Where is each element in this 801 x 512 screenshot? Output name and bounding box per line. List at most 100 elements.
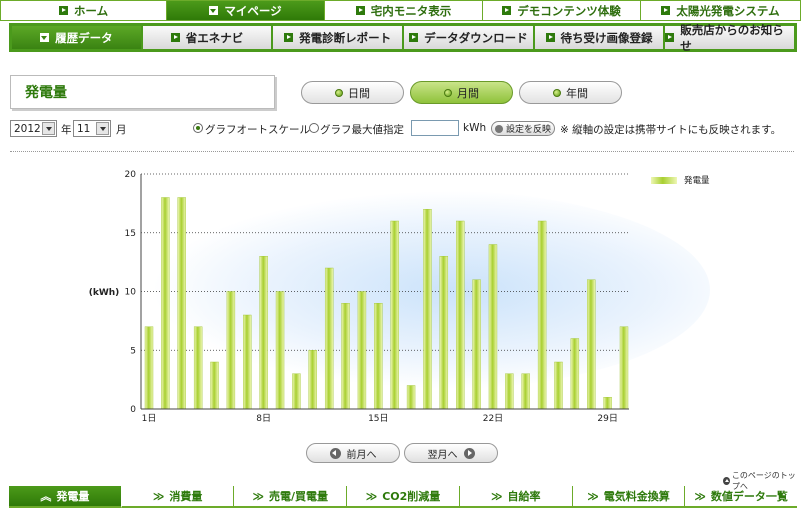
top-nav-mypage[interactable]: マイページ [166,0,324,21]
bar-day-15[interactable] [374,303,383,410]
top-nav-solar-system[interactable]: 太陽光発電システム [640,0,801,21]
bar-day-25[interactable] [537,220,547,410]
double-chevron-icon: ≫ [587,489,599,503]
page-top-label: このページのトップへ [731,471,796,491]
chevron-right-icon [463,447,475,459]
bar-day-4[interactable] [193,326,203,410]
bar-day-16[interactable] [390,220,399,410]
bar-day-18[interactable] [423,209,432,410]
bottom-nav-data-list[interactable]: ≫ 数値データ一覧 [685,486,798,508]
bar-day-3[interactable] [177,197,186,410]
bar-day-5[interactable] [210,361,219,410]
bar-day-24[interactable] [521,373,530,410]
period-label: 月間 [457,86,479,100]
bar-day-12[interactable] [324,267,334,410]
apply-settings-button[interactable]: 設定を反映 [491,121,555,136]
top-nav-label: マイページ [224,3,282,18]
bar-day-29[interactable] [603,397,612,410]
period-yearly-button[interactable]: 年間 [519,81,622,104]
top-nav-label: ホーム [73,3,109,18]
bottom-nav-sell-buy[interactable]: ≫ 売電/買電量 [234,486,348,508]
bottom-nav-electricity-fee[interactable]: ≫ 電気料金換算 [572,486,686,508]
year-select[interactable]: 2012 [10,120,57,137]
bottom-nav-label: 電気料金換算 [603,490,670,503]
max-value-input[interactable] [411,120,459,136]
prev-month-button[interactable]: 前月へ [306,443,400,463]
bottom-nav-generation[interactable]: ︽ 発電量 [9,486,122,508]
bar-day-8[interactable] [259,256,268,410]
max-value-radio[interactable] [309,123,319,133]
double-chevron-icon: ≫ [694,489,706,503]
sub-nav-energy-navi[interactable]: 省エネナビ [142,26,272,49]
radio-dot-icon [335,88,343,97]
double-chevron-icon: ≫ [490,489,503,503]
period-label: 年間 [566,86,588,100]
sub-nav-label: 販売店からのお知らせ [680,22,784,53]
bar-day-20[interactable] [456,220,465,410]
bar-day-14[interactable] [357,291,367,410]
double-chevron-icon: ≫ [365,489,378,503]
sub-nav-label: 省エネナビ [185,30,244,45]
bar-day-21[interactable] [472,279,481,410]
play-icon [284,33,294,42]
auto-scale-label: グラフオートスケール [205,124,310,136]
y-tick-labels: 0 5 10 15 20 [125,170,137,415]
chevron-down-icon [209,6,219,15]
bar-day-27[interactable] [570,338,580,410]
bar-day-23[interactable] [505,373,514,410]
x-tick-label: 22日 [483,413,503,424]
next-month-button[interactable]: 翌月へ [404,443,498,463]
chevron-down-icon [42,122,55,135]
bar-day-9[interactable] [275,291,285,410]
sub-nav-diagnosis-report[interactable]: 発電診断レポート [273,26,403,49]
bar-day-11[interactable] [308,350,317,410]
year-unit: 年 [61,124,72,136]
arrow-up-icon [723,477,730,485]
top-nav-home[interactable]: ホーム [0,0,166,21]
sub-nav-label: 発電診断レポート [299,30,392,45]
bottom-nav-self-sufficiency[interactable]: ≫ 自給率 [459,486,573,508]
top-nav: ホーム マイページ 宅内モニタ表示 デモコンテンツ体験 太陽光発電システム [0,0,801,21]
bar-day-10[interactable] [292,373,301,410]
bar-day-6[interactable] [226,291,236,410]
month-select[interactable]: 11 [73,120,111,137]
auto-scale-radio[interactable] [193,123,203,133]
period-monthly-button[interactable]: 月間 [410,81,513,104]
top-nav-home-monitor[interactable]: 宅内モニタ表示 [324,0,482,21]
y-tick-label: 15 [125,229,136,239]
chevron-up-icon: ︽ [40,490,52,503]
prev-label: 前月へ [346,449,377,461]
sub-nav-wallpaper[interactable]: 待ち受け画像登録 [534,26,664,49]
sub-nav-data-download[interactable]: データダウンロード [404,26,533,49]
next-label: 翌月へ [427,449,458,461]
bottom-nav-co2[interactable]: ≫ CO2削減量 [347,486,460,508]
bar-day-13[interactable] [341,303,350,410]
sub-nav: 履歴データ 省エネナビ 発電診断レポート データダウンロード 待ち受け画像登録 … [9,23,797,53]
bar-day-19[interactable] [439,256,449,410]
sub-nav-history[interactable]: 履歴データ [12,26,141,49]
sub-nav-label: 待ち受け画像登録 [560,30,653,45]
controls-row: 2012 年 11 月 グラフオートスケール グラフ最大値指定 kWh 設定を反… [10,120,790,138]
period-label: 日間 [348,86,370,100]
y-tick-label: 5 [130,346,136,356]
divider [10,151,794,152]
bar-day-7[interactable] [243,314,252,410]
bar-day-26[interactable] [554,361,563,410]
top-nav-demo-contents[interactable]: デモコンテンツ体験 [482,0,640,21]
bar-day-28[interactable] [587,279,596,410]
period-daily-button[interactable]: 日間 [301,81,404,104]
double-chevron-icon: ≫ [252,489,265,503]
bottom-nav-label: 自給率 [507,490,541,503]
bar-day-17[interactable] [406,385,416,410]
bar-day-30[interactable] [619,326,629,410]
bottom-nav-consumption[interactable]: ≫ 消費量 [121,486,235,508]
bottom-nav-label: 消費量 [169,490,203,503]
bar-day-22[interactable] [488,244,498,410]
bar-day-2[interactable] [161,197,170,410]
sub-nav-dealer-news[interactable]: 販売店からのお知らせ [665,23,795,53]
y-tick-label: 0 [130,405,136,415]
bar-day-1[interactable] [144,326,154,410]
legend-label: 発電量 [684,176,710,186]
page-top-link[interactable]: このページのトップへ [723,470,801,492]
